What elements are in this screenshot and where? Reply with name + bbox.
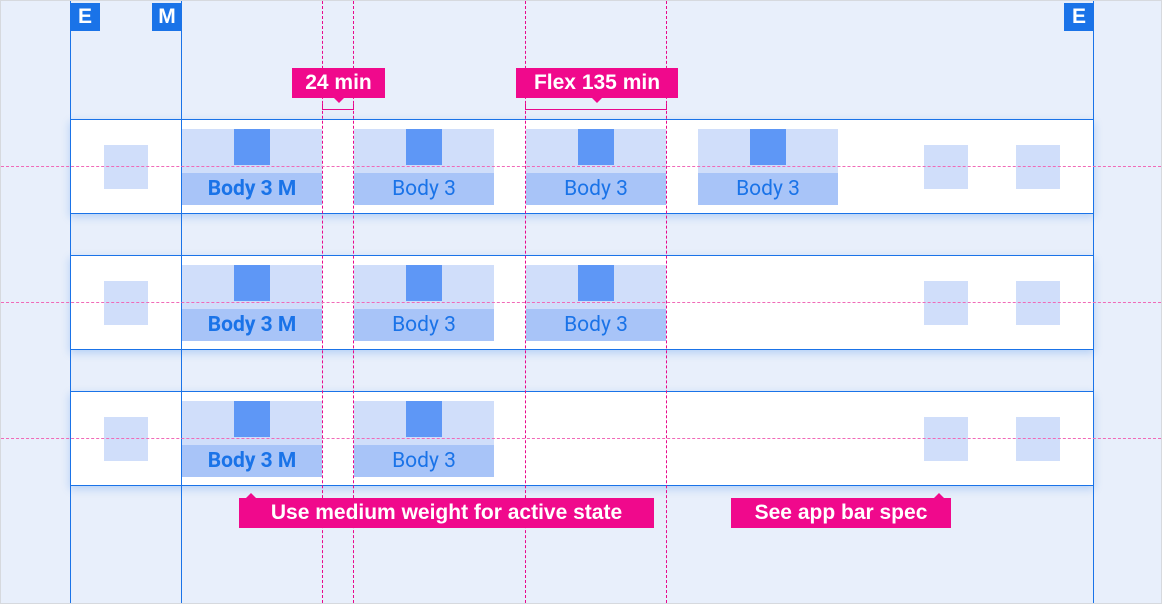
tab-label: Body 3 M <box>182 445 322 477</box>
tab[interactable]: Body 3 M <box>182 265 322 341</box>
active-state-label: Use medium weight for active state <box>270 501 623 524</box>
edge-badge-right: E <box>1064 3 1094 31</box>
tab-icon <box>234 401 270 437</box>
min-gap-bracket <box>322 104 354 110</box>
min-gap-annotation: 24 min <box>292 68 385 103</box>
pointer <box>592 98 602 103</box>
tab-icon <box>234 265 270 301</box>
tab-label: Body 3 <box>526 173 666 205</box>
tab[interactable]: Body 3 M <box>182 129 322 205</box>
overflow-icon-placeholder[interactable] <box>1016 417 1060 461</box>
tab-label: Body 3 <box>354 445 494 477</box>
edge-badge-left: E <box>70 3 100 31</box>
min-gap-label: 24 min <box>305 71 372 94</box>
tab-icon <box>406 129 442 165</box>
tab-icon <box>234 129 270 165</box>
tab[interactable]: Body 3 <box>354 265 494 341</box>
tab-label: Body 3 <box>526 309 666 341</box>
tab-icon <box>406 265 442 301</box>
tab-icon <box>750 129 786 165</box>
app-bar-label: See app bar spec <box>754 501 928 524</box>
overflow-icon-placeholder[interactable] <box>1016 145 1060 189</box>
nav-icon-placeholder[interactable] <box>104 281 148 325</box>
flex-bracket <box>525 104 667 110</box>
nav-icon-placeholder[interactable] <box>104 417 148 461</box>
row-center-guide <box>1 302 1161 303</box>
app-bar-row: Body 3 M Body 3 Body 3 Body 3 <box>70 119 1094 214</box>
tab-label: Body 3 <box>354 173 494 205</box>
tab[interactable]: Body 3 <box>698 129 838 205</box>
tab[interactable]: Body 3 <box>354 129 494 205</box>
tab-icon <box>578 265 614 301</box>
row-center-guide <box>1 438 1161 439</box>
action-icon-placeholder[interactable] <box>924 281 968 325</box>
tab[interactable]: Body 3 <box>526 265 666 341</box>
pointer <box>934 493 944 498</box>
active-state-annotation: Use medium weight for active state <box>239 493 654 528</box>
tab[interactable]: Body 3 <box>354 401 494 477</box>
tab-icon <box>406 401 442 437</box>
tab[interactable]: Body 3 M <box>182 401 322 477</box>
action-icon-placeholder[interactable] <box>924 417 968 461</box>
tab-icon <box>578 129 614 165</box>
flex-annotation: Flex 135 min <box>516 68 678 103</box>
tab-label: Body 3 M <box>182 309 322 341</box>
flex-label: Flex 135 min <box>533 71 661 94</box>
margin-badge: M <box>152 3 182 31</box>
pointer <box>246 493 256 498</box>
overflow-icon-placeholder[interactable] <box>1016 281 1060 325</box>
pointer <box>334 98 344 103</box>
row-center-guide <box>1 166 1161 167</box>
tab-label: Body 3 M <box>182 173 322 205</box>
nav-icon-placeholder[interactable] <box>104 145 148 189</box>
action-icon-placeholder[interactable] <box>924 145 968 189</box>
app-bar-annotation: See app bar spec <box>731 493 951 528</box>
tab-label: Body 3 <box>354 309 494 341</box>
tab[interactable]: Body 3 <box>526 129 666 205</box>
tab-label: Body 3 <box>698 173 838 205</box>
